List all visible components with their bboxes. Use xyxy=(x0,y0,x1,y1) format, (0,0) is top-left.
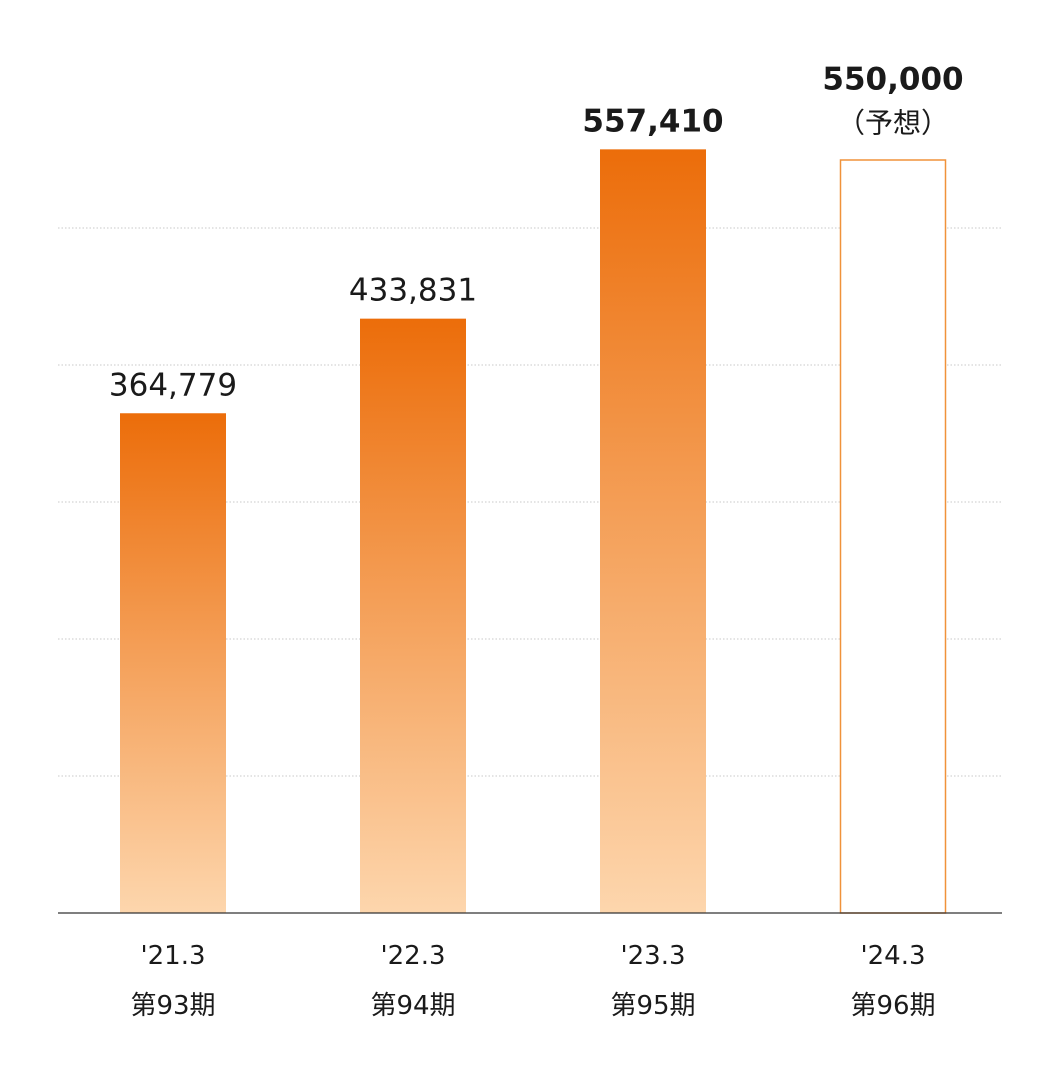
bar xyxy=(120,413,226,913)
tick-label-date: '24.3 xyxy=(860,941,925,971)
bars xyxy=(120,149,947,914)
tick-label-period: 第94期 xyxy=(370,991,455,1021)
tick-label-period: 第95期 xyxy=(610,991,695,1021)
data-label: 364,779 xyxy=(109,367,237,403)
bar xyxy=(360,318,466,914)
bar-forecast xyxy=(839,159,947,914)
label-backing xyxy=(815,59,971,144)
bar xyxy=(600,149,706,914)
tick-label-period: 第93期 xyxy=(130,991,215,1021)
tick-label-date: '21.3 xyxy=(140,941,205,971)
data-labels: 364,779 433,831 557,410 550,000 （予想） xyxy=(109,59,971,403)
data-label: 433,831 xyxy=(349,273,477,309)
data-label: 550,000 xyxy=(822,62,963,98)
tick-label-period: 第96期 xyxy=(850,991,935,1021)
tick-label-date: '22.3 xyxy=(380,941,445,971)
x-axis-ticks: '21.3 第93期 '22.3 第94期 '23.3 第95期 '24.3 第96期 xyxy=(130,941,935,1021)
forecast-note: （予想） xyxy=(837,107,949,140)
data-label: 557,410 xyxy=(582,103,723,139)
tick-label-date: '23.3 xyxy=(620,941,685,971)
